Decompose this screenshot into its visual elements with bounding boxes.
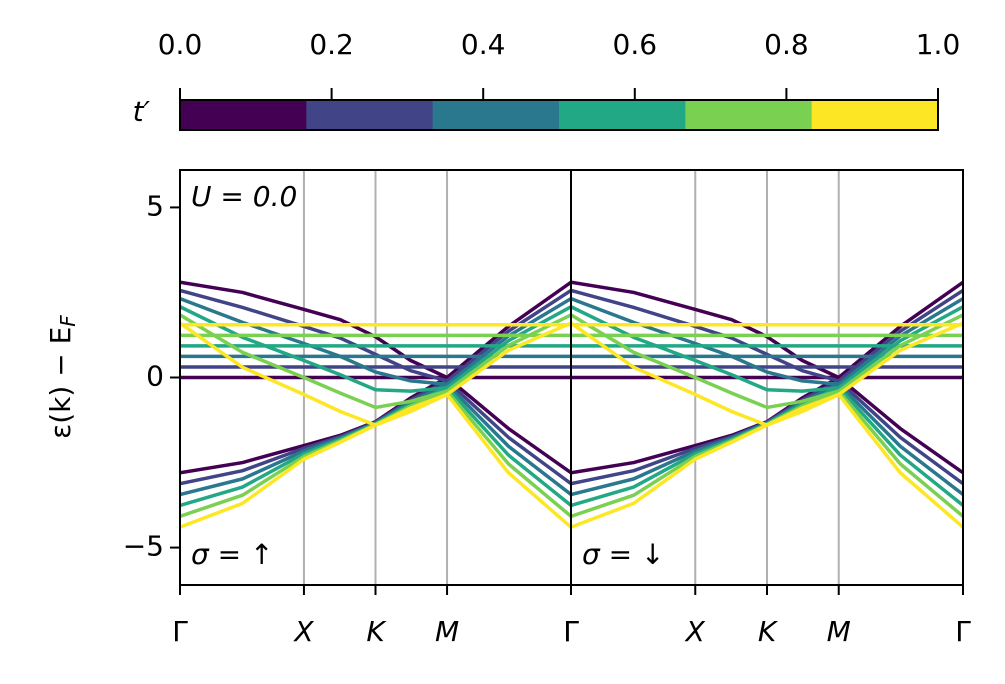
colorbar-segment xyxy=(306,100,434,130)
band-line xyxy=(571,392,963,529)
colorbar-tick-label: 0.0 xyxy=(158,28,203,61)
y-tick-label: 0 xyxy=(146,360,164,393)
annotation: σ = ↓ xyxy=(582,538,664,571)
x-tick-label: M xyxy=(435,615,459,648)
annotation: σ = ↑ xyxy=(191,538,273,571)
x-tick-label: Γ xyxy=(563,615,579,648)
annotation: U = 0.0 xyxy=(191,180,297,213)
colorbar-frame xyxy=(179,99,939,131)
y-axis-label-main: ε(k) − E xyxy=(44,327,77,439)
colorbar-tick-label: 0.8 xyxy=(764,28,809,61)
x-tick-label: Γ xyxy=(563,615,579,648)
band-line xyxy=(180,296,571,387)
band-line xyxy=(571,288,963,383)
colorbar-label: t′ xyxy=(133,95,151,128)
y-axis-label-sub: F xyxy=(56,315,80,327)
colorbar-tick-label: 0.2 xyxy=(309,28,354,61)
x-tick-label: X xyxy=(684,615,706,648)
band-line xyxy=(571,296,963,387)
band-line xyxy=(180,288,571,383)
band-line xyxy=(180,313,571,410)
axes-frame xyxy=(570,169,964,586)
x-tick-label: X xyxy=(292,615,314,648)
colorbar-segment xyxy=(685,100,813,130)
y-axis-label: ε(k) − EF xyxy=(44,315,80,439)
x-tick-label: K xyxy=(758,615,779,648)
colorbar-segment xyxy=(432,100,560,130)
band-line xyxy=(571,313,963,410)
colorbar-tick-label: 0.6 xyxy=(613,28,658,61)
colorbar-segment xyxy=(180,100,307,130)
x-tick-label: M xyxy=(827,615,851,648)
colorbar-tick-label: 1.0 xyxy=(916,28,961,61)
colorbar-tick-label: 0.4 xyxy=(461,28,506,61)
x-tick-label: Γ xyxy=(955,615,971,648)
colorbar-segment xyxy=(811,100,939,130)
colorbar-segment xyxy=(559,100,686,130)
x-tick-label: Γ xyxy=(172,615,188,648)
y-tick-label: −5 xyxy=(123,530,164,563)
x-tick-label: K xyxy=(366,615,387,648)
band-line xyxy=(180,392,571,529)
y-tick-label: 5 xyxy=(146,189,164,222)
